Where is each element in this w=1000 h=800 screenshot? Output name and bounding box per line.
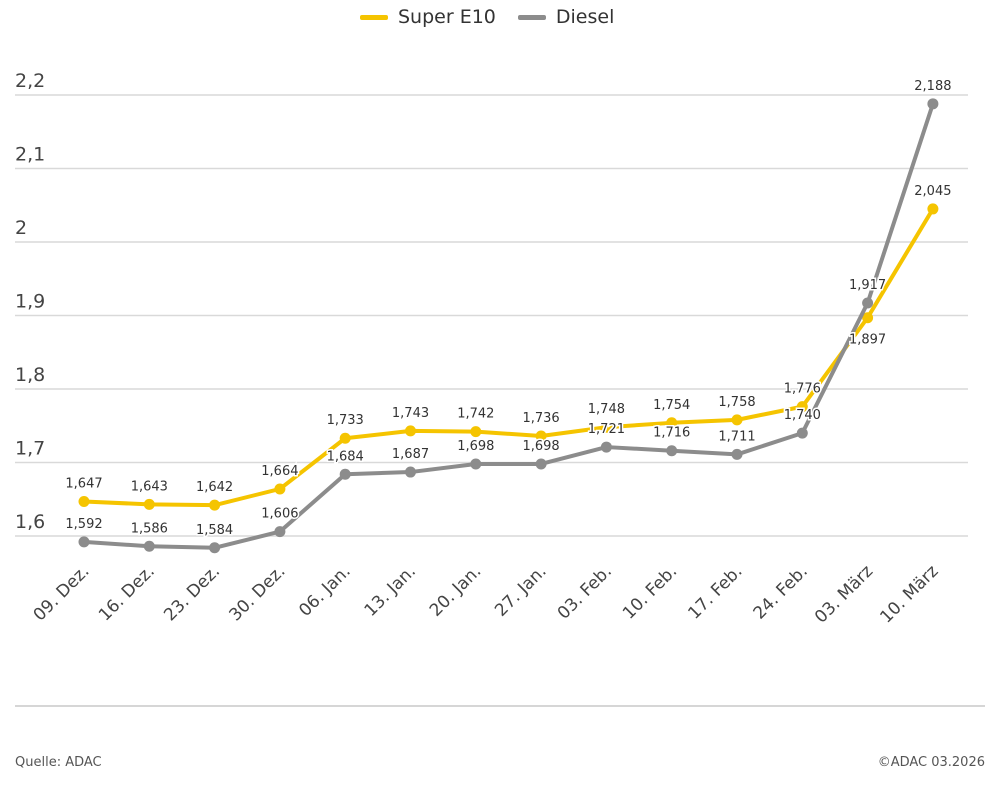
data-label: 1,643 (131, 479, 168, 494)
x-tick-label: 06. Jan. (295, 561, 354, 620)
data-point (274, 526, 286, 538)
data-point (535, 430, 547, 442)
data-point (600, 441, 612, 453)
copyright-note: ©ADAC 03.2026 (877, 755, 985, 770)
source-note: Quelle: ADAC (15, 755, 102, 770)
data-point (796, 401, 808, 413)
y-tick-label: 2,1 (15, 144, 45, 166)
data-point (862, 297, 874, 309)
data-point (143, 498, 155, 510)
data-label: 1,716 (653, 426, 690, 441)
data-point (796, 427, 808, 439)
data-point (862, 312, 874, 324)
x-tick-label: 10. Feb. (619, 561, 681, 623)
x-tick-label: 23. Dez. (160, 561, 224, 625)
data-label: 1,642 (196, 480, 233, 495)
data-label: 1,606 (261, 507, 298, 522)
data-label: 2,188 (914, 79, 951, 94)
data-point (274, 483, 286, 495)
legend-item-diesel[interactable]: Diesel (517, 6, 615, 28)
x-tick-label: 30. Dez. (226, 561, 290, 625)
data-label: 1,743 (392, 406, 429, 421)
data-label: 1,584 (196, 523, 233, 538)
x-tick-label: 16. Dez. (95, 561, 159, 625)
data-point (339, 432, 351, 444)
data-point (78, 536, 90, 548)
y-tick-label: 1,6 (15, 511, 45, 533)
data-label: 2,045 (914, 184, 951, 199)
data-label: 1,758 (718, 395, 755, 410)
x-tick-label: 20. Jan. (426, 561, 485, 620)
data-label: 1,742 (457, 407, 494, 422)
y-tick-label: 1,9 (15, 291, 45, 313)
data-point (666, 445, 678, 457)
data-label: 1,687 (392, 447, 429, 462)
series-line-diesel (83, 103, 935, 550)
data-label: 1,684 (327, 449, 364, 464)
data-point (143, 540, 155, 552)
data-point (470, 458, 482, 470)
data-point (731, 448, 743, 460)
data-point (405, 425, 416, 437)
data-point (600, 421, 612, 433)
data-point (470, 426, 482, 438)
x-tick-label: 13. Jan. (361, 561, 420, 620)
x-tick-label: 03. Feb. (554, 561, 616, 623)
data-label: 1,917 (849, 278, 886, 293)
data-label: 1,776 (784, 382, 821, 397)
data-label: 1,647 (65, 476, 102, 491)
data-label: 1,664 (261, 464, 298, 479)
y-tick-label: 1,7 (15, 438, 45, 460)
x-tick-label: 09. Dez. (30, 561, 94, 625)
y-tick-label: 2,2 (15, 70, 45, 92)
data-label: 1,698 (522, 439, 559, 454)
legend-item-super-e10[interactable]: Super E10 (360, 6, 496, 28)
x-tick-label: 17. Feb. (684, 561, 746, 623)
legend-label: Diesel (555, 6, 615, 28)
legend-swatch-diesel (517, 14, 546, 20)
data-label: 1,698 (457, 439, 494, 454)
data-point (209, 499, 221, 511)
series-line-super-e10 (83, 207, 935, 508)
x-tick-label: 24. Feb. (750, 561, 812, 623)
legend: Super E10 Diesel (360, 6, 614, 28)
legend-swatch-super-e10 (360, 14, 388, 20)
x-tick-label: 03. März (811, 561, 877, 627)
data-point (405, 466, 416, 478)
data-label: 1,586 (131, 521, 168, 536)
x-tick-label: 27. Jan. (491, 561, 550, 620)
data-point (78, 495, 90, 507)
data-label: 1,721 (588, 422, 625, 437)
data-point (731, 414, 743, 426)
y-tick-label: 2 (15, 217, 27, 239)
data-label: 1,736 (522, 411, 559, 426)
y-tick-label: 1,8 (15, 364, 45, 386)
data-label: 1,740 (784, 408, 821, 423)
data-point (666, 417, 678, 429)
data-label: 1,754 (653, 398, 690, 413)
data-point (209, 542, 221, 554)
data-label: 1,711 (718, 429, 755, 444)
data-label: 1,897 (849, 333, 886, 348)
data-point (535, 458, 547, 470)
data-label: 1,592 (65, 517, 102, 532)
x-tick-label: 10. März (876, 561, 942, 627)
data-label: 1,733 (327, 413, 364, 428)
data-point (927, 98, 939, 110)
legend-label: Super E10 (398, 6, 496, 28)
data-point (339, 468, 351, 480)
data-label: 1,748 (588, 402, 625, 417)
data-point (927, 203, 939, 215)
